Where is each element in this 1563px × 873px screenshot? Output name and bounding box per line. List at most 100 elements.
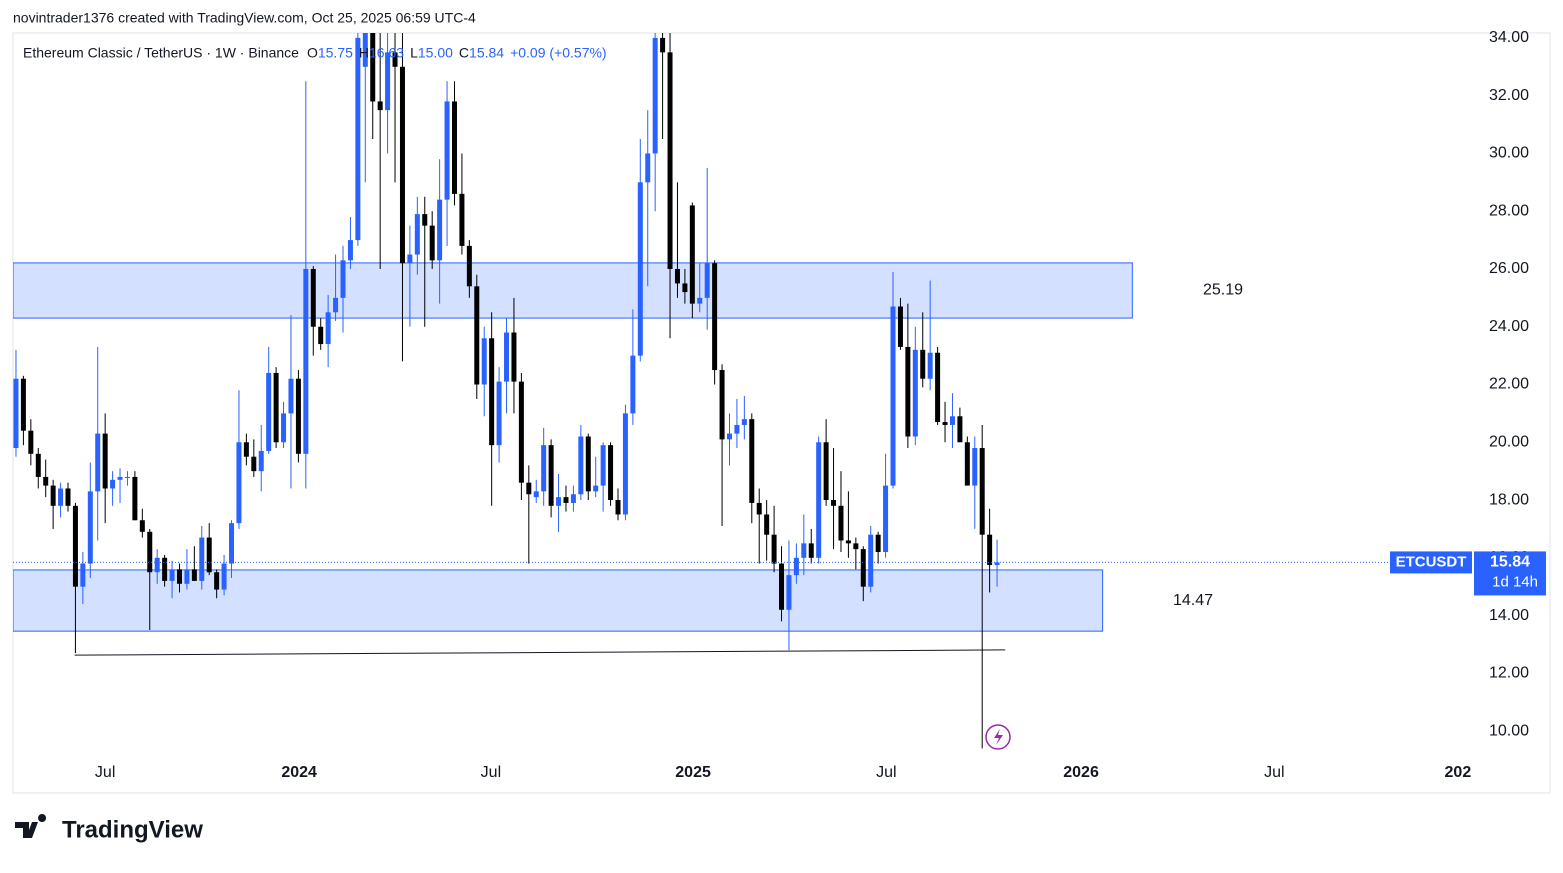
axes: 10.0012.0014.0016.0018.0020.0022.0024.00… [95,29,1546,781]
candle-body [518,381,524,483]
candle-body [741,419,747,425]
candle-body [838,505,844,541]
candle-body [860,549,866,587]
candle-body [764,514,770,535]
candle-body [414,214,420,255]
candle-body [548,445,554,506]
y-tick-label: 28.00 [1489,202,1529,219]
candle-body [845,540,851,544]
candle-body [362,33,368,67]
chart-frame [12,32,1551,794]
candle-body [645,153,651,183]
candle-body [972,448,978,486]
last-price: 15.84 [1490,554,1530,571]
candle-body [726,433,732,440]
candle-body [511,332,517,382]
trendline [74,649,1006,656]
event-bolt [994,729,1003,745]
candle-body [184,569,190,584]
candle-body [191,569,197,581]
candle-body [58,488,64,506]
y-tick-label: 24.00 [1489,318,1529,335]
plot-area [13,33,1472,749]
x-tick-label: Jul [481,764,501,781]
candle-body [964,442,970,486]
ohlc-value: 15.00 [418,45,453,61]
candle-body [474,286,480,385]
candle-body [65,488,71,506]
candle-body [883,485,889,553]
candle-body [719,370,725,440]
candle-body [630,355,636,414]
candle-body [600,445,606,486]
attribution: novintrader1376 created with TradingView… [13,10,476,26]
y-tick-label: 34.00 [1489,29,1529,46]
candle-body [451,101,457,194]
candle-body [20,378,26,431]
candle-body [87,491,93,564]
candle-body [578,436,584,495]
logo: TradingView [15,814,203,843]
candle-body [660,37,666,53]
candle-body [333,297,339,313]
candle-body [853,543,859,550]
candle-body [674,268,680,284]
candle-body [831,500,837,506]
candle-body [801,543,807,558]
candle-body [295,378,301,454]
candle-body [72,505,78,587]
zone-label: 25.19 [1203,282,1243,299]
chart-title: Ethereum Classic / TetherUS · 1W · Binan… [23,45,299,61]
candle-body [243,442,249,457]
x-tick-label: 2024 [281,764,317,781]
symbol-label: ETCUSDT [1396,553,1467,570]
candle-body [124,476,130,478]
candle-body [622,413,628,515]
candle-body [905,346,911,437]
candle-body [117,476,123,480]
candle-body [994,562,1000,566]
legend: Ethereum Classic / TetherUS · 1W · Binan… [23,45,607,61]
candle-body [927,352,933,379]
candle-body [221,563,227,590]
candle-body [712,263,718,371]
ohlc-key: L [410,45,418,61]
candle-body [303,268,309,454]
candle-body [466,245,472,287]
candle-body [310,268,316,327]
candle-body [868,534,874,587]
candle-body [236,442,242,524]
y-tick-label: 22.00 [1489,376,1529,393]
candle-body [80,563,86,587]
candle-body [429,225,435,261]
candle-body [875,534,881,553]
candle-body [102,433,108,489]
zone-label: 14.47 [1173,592,1213,609]
candle-body [541,445,547,492]
candle-body [637,182,643,356]
candle-body [667,52,673,269]
candle-body [563,497,569,503]
ohlc-key: O [307,45,318,61]
candle-body [50,485,56,506]
candle-body [13,378,19,449]
candle-body [556,497,562,506]
candle-body [593,485,599,492]
y-tick-label: 18.00 [1489,491,1529,508]
candle-body [526,482,532,495]
candle-body [318,326,324,345]
candle-body [935,352,941,423]
x-axis: Jul 2024 Jul 2025 Jul 2026 Jul 2027 [95,762,1472,781]
candle-body [35,453,41,477]
candle-body [162,557,168,581]
candle-body [793,557,799,576]
x-tick-label: Jul [1264,764,1284,781]
candle-body [444,101,450,200]
candle-body [771,534,777,564]
candle-body [154,557,160,573]
candle-body [169,569,175,581]
candle-body [399,66,405,264]
candle-body [258,450,264,472]
